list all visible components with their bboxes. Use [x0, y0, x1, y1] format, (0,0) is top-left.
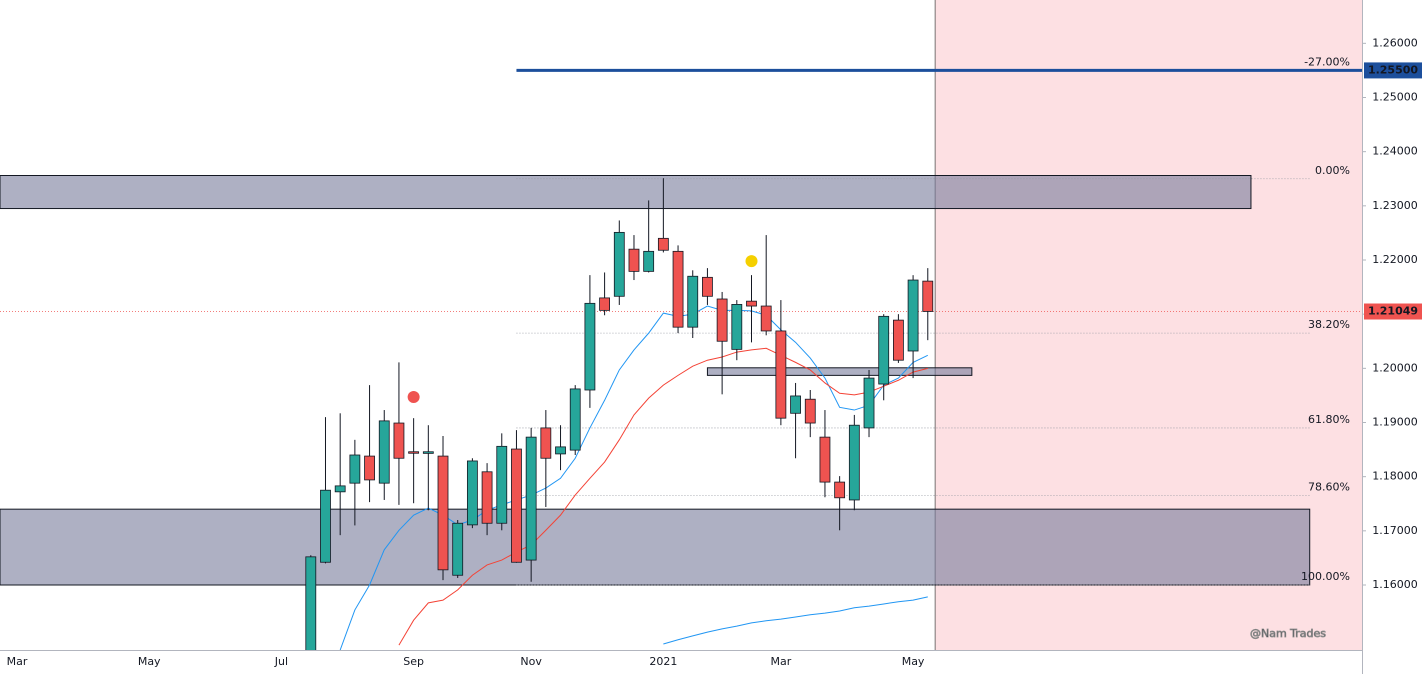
candle-body [804, 398, 816, 424]
candle-body [657, 237, 669, 251]
candle-body [834, 481, 846, 499]
candle-body [687, 275, 699, 328]
x-tick-label: Mar [770, 655, 791, 668]
candle-body [496, 445, 508, 524]
y-tick-label: 1.19000 [1372, 416, 1418, 429]
candle-body [320, 489, 331, 563]
x-tick-label: Mar [7, 655, 28, 668]
candle-body [408, 451, 420, 454]
candle-body [790, 395, 801, 414]
x-tick-label: 2021 [649, 655, 677, 668]
candle-body [922, 280, 934, 312]
x-tick-label: Jul [274, 655, 288, 668]
y-tick-label: 1.17000 [1372, 524, 1418, 537]
candle-body [525, 436, 537, 561]
x-tick-label: Nov [520, 655, 542, 668]
moving-average [398, 347, 928, 646]
y-tick-label: 1.25000 [1372, 91, 1418, 104]
y-tick-label: 1.16000 [1372, 578, 1418, 591]
candle-body [393, 422, 405, 459]
candle-body [848, 424, 860, 501]
price-tag-label: 1.25500 [1368, 63, 1418, 76]
x-tick-label: May [902, 655, 925, 668]
candle-body [613, 231, 625, 297]
candle-body [540, 427, 552, 459]
candle-body [760, 305, 772, 332]
candle-body [863, 377, 875, 429]
candle-body [466, 460, 478, 526]
plot-area: -27.00% 0.00% 38.20% 61.80% 78.60% 100.00% [0, 0, 1362, 650]
candle-body [511, 448, 522, 563]
candle-body [481, 471, 493, 524]
candle-body [364, 455, 375, 481]
last-price-tag [1364, 303, 1422, 320]
candle-body [378, 420, 390, 484]
candle-body [437, 455, 449, 571]
fib-label: 78.60% [1308, 481, 1350, 494]
fib-label: 61.80% [1308, 413, 1350, 426]
signal-marker [407, 391, 420, 404]
x-tick-label: May [138, 655, 161, 668]
candle-body [452, 522, 464, 576]
moving-average [663, 596, 928, 645]
price-tag [1364, 62, 1422, 79]
candle-body [422, 451, 434, 454]
candle-body [907, 279, 919, 352]
candle-body [628, 248, 640, 272]
candle-body [555, 446, 566, 455]
y-tick-label: 1.18000 [1372, 470, 1418, 483]
y-tick-label: 1.26000 [1372, 36, 1418, 49]
candle-body [584, 302, 596, 391]
y-tick-label: 1.24000 [1372, 145, 1418, 158]
candle-body [893, 319, 904, 361]
last-price-label: 1.21049 [1368, 305, 1418, 318]
candle-body [731, 304, 743, 350]
y-tick-label: 1.22000 [1372, 253, 1418, 266]
x-tick-label: Sep [403, 655, 424, 668]
candle-body [643, 250, 655, 272]
y-tick-label: 1.20000 [1372, 361, 1418, 374]
candle-body [775, 330, 787, 419]
fib-label: 100.00% [1301, 570, 1350, 583]
candle-body [878, 315, 890, 385]
fib-label: -27.00% [1304, 55, 1350, 68]
candle-body [702, 276, 713, 297]
signal-marker [745, 255, 758, 268]
candle-body [334, 485, 346, 493]
candle-body [599, 297, 610, 311]
candle-body [349, 454, 361, 484]
zone [706, 367, 973, 376]
fib-label: 38.20% [1308, 318, 1350, 331]
candle-body [672, 250, 684, 328]
candle-body [305, 556, 317, 650]
watermark: @Nam Trades [1250, 627, 1326, 640]
fib-label: 0.00% [1315, 164, 1350, 177]
candle-body [716, 298, 728, 342]
candle-body [819, 436, 831, 483]
y-tick-label: 1.23000 [1372, 199, 1418, 212]
zone [0, 508, 1311, 586]
candle-body [569, 388, 581, 451]
zone [0, 175, 1252, 210]
candle-body [746, 300, 757, 307]
